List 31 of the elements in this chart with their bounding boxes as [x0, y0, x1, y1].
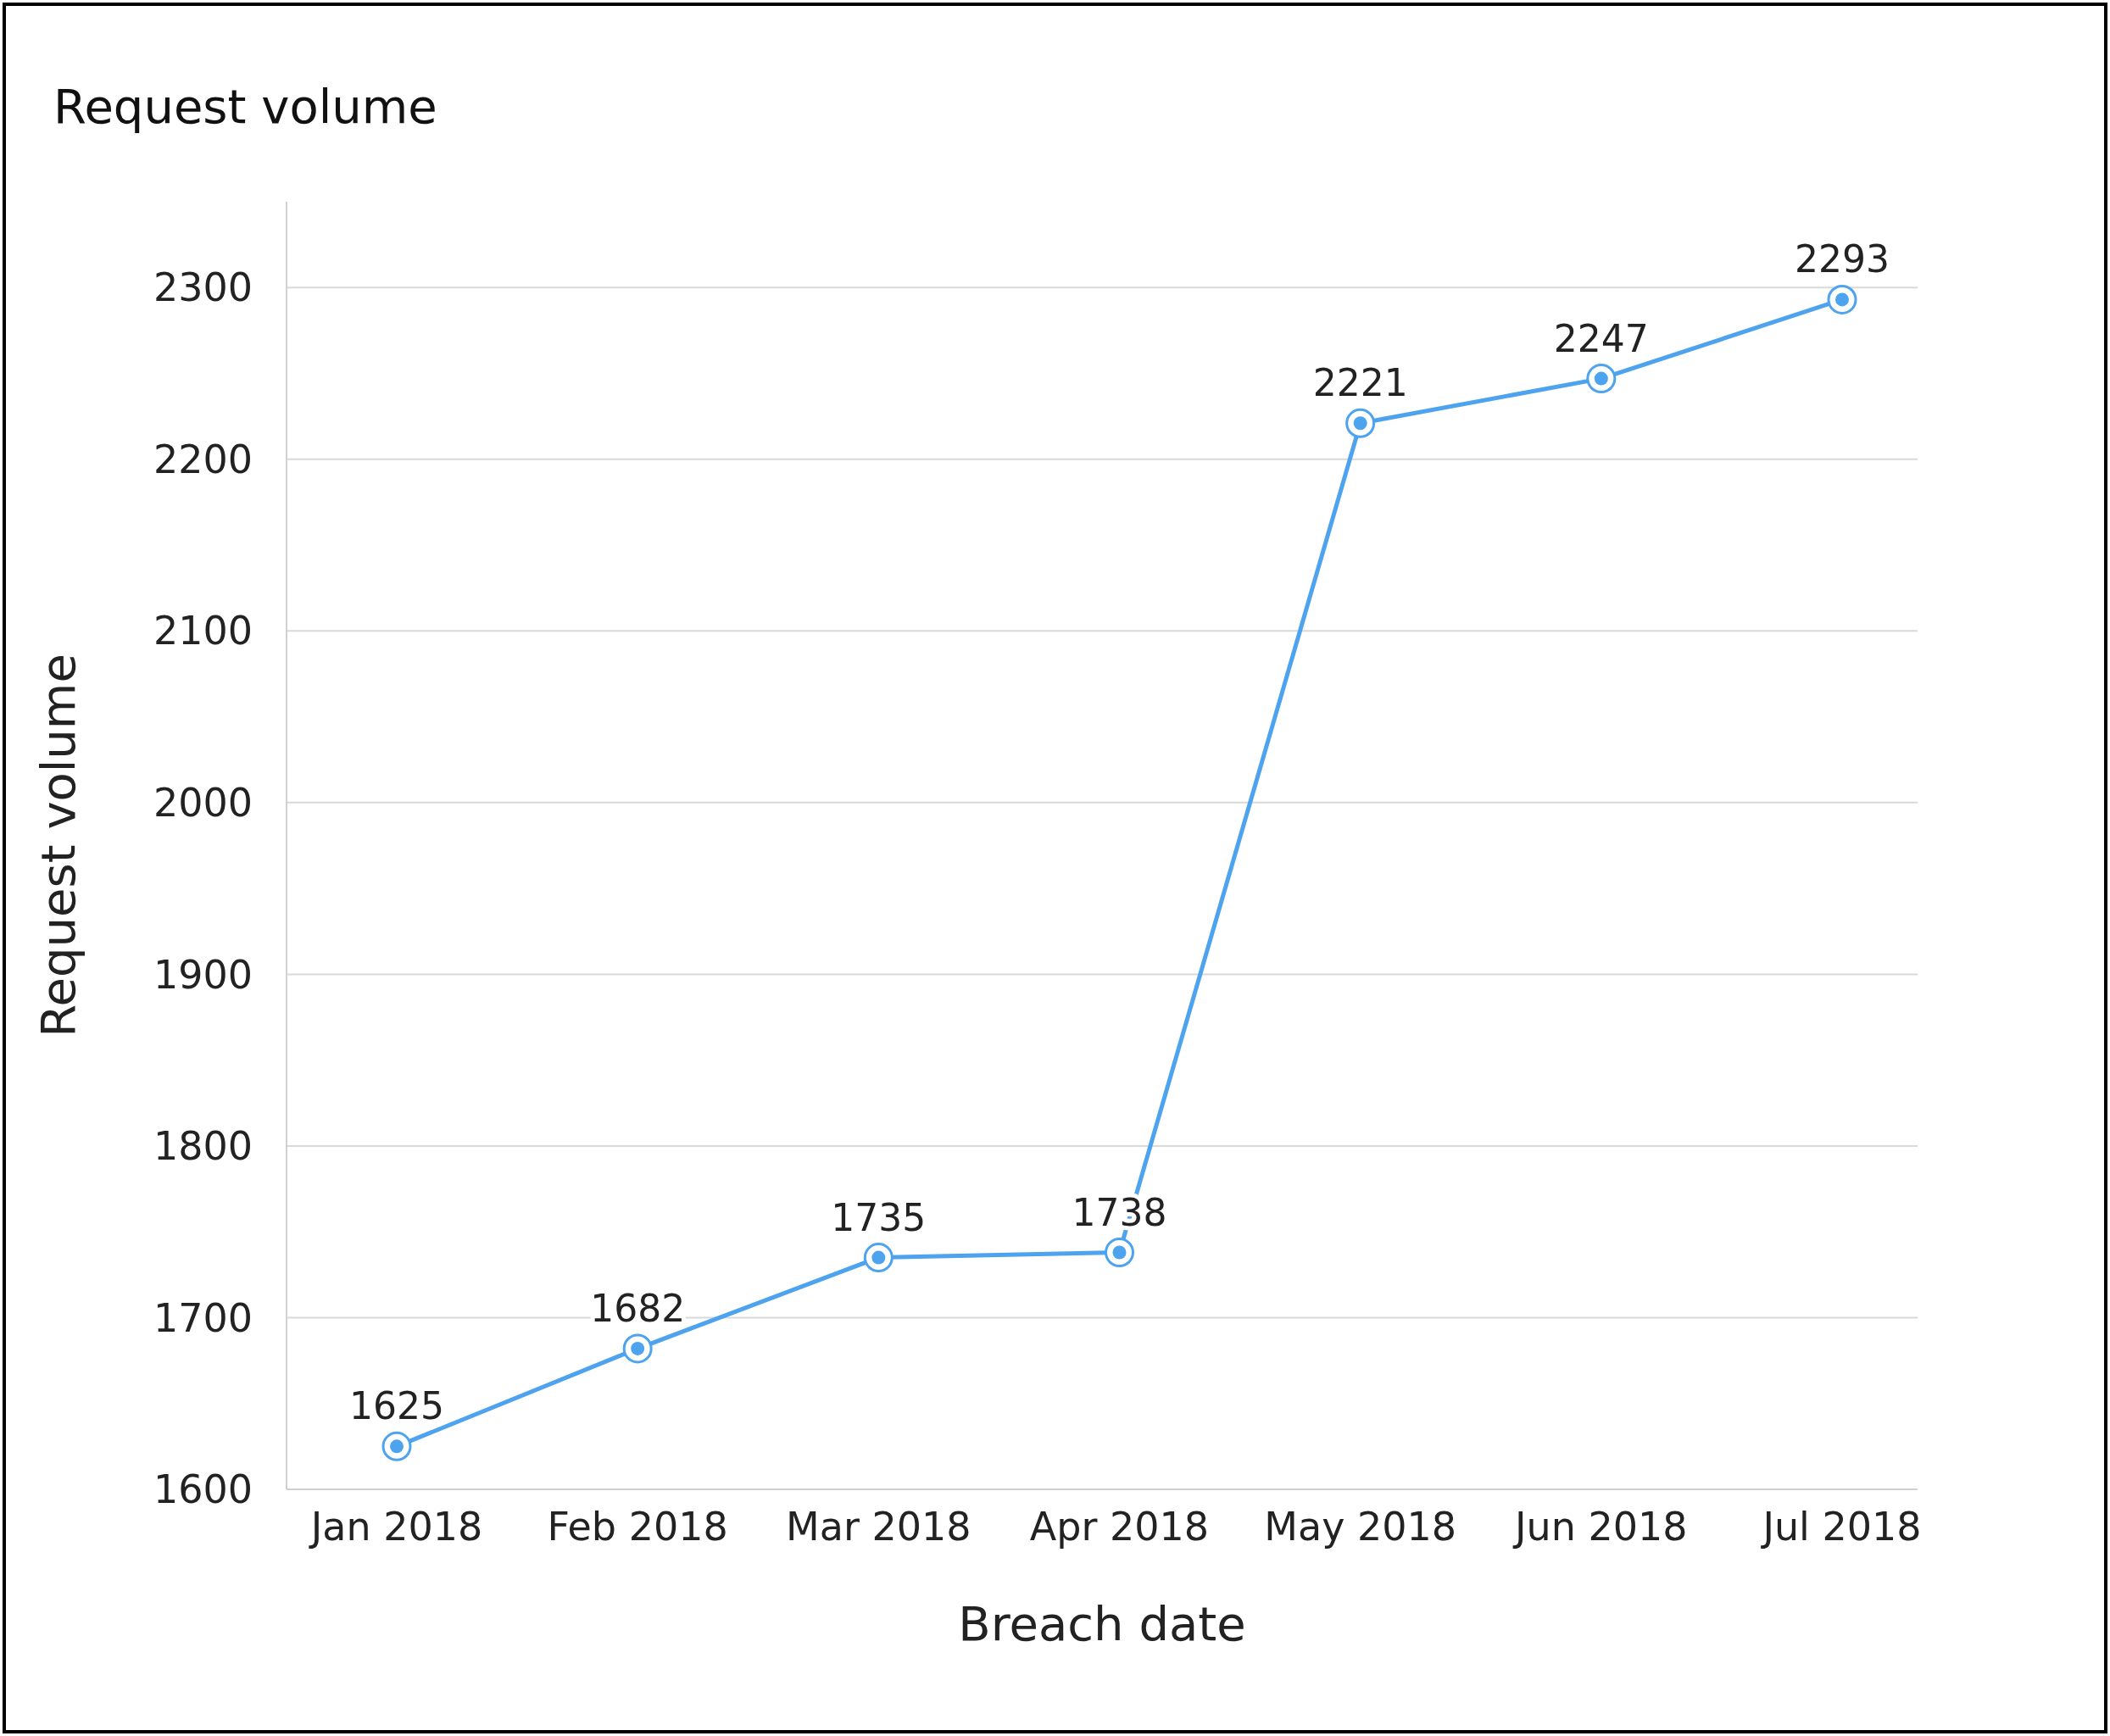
- point: [1105, 1238, 1134, 1267]
- data-label: 2221: [1312, 361, 1408, 405]
- data-label: 2247: [1553, 316, 1649, 360]
- y-tick-label: 1800: [153, 1123, 253, 1170]
- y-tick-label: 1700: [153, 1294, 253, 1341]
- x-tick-label: Feb 2018: [547, 1504, 728, 1550]
- y-tick-label: 2200: [153, 436, 253, 482]
- data-label: 1625: [349, 1384, 444, 1428]
- x-tick-label: Jun 2018: [1512, 1504, 1688, 1550]
- y-tick-label: 2000: [153, 779, 253, 826]
- y-tick-label: 1900: [153, 951, 253, 998]
- x-tick-label: Apr 2018: [1029, 1504, 1210, 1550]
- y-tick-label: 2300: [153, 264, 253, 311]
- x-axis-title: Breach date: [958, 1596, 1246, 1651]
- y-tick-label: 1600: [153, 1466, 253, 1513]
- y-axis-title: Request volume: [31, 654, 86, 1038]
- chart-title: Request volume: [53, 79, 437, 134]
- point: [1586, 364, 1617, 394]
- point: [1827, 284, 1857, 314]
- x-tick-label: Jul 2018: [1760, 1504, 1922, 1550]
- x-tick-label: Jan 2018: [308, 1504, 483, 1550]
- data-label: 1682: [590, 1286, 686, 1330]
- point: [622, 1333, 653, 1364]
- x-tick-label: Mar 2018: [786, 1504, 971, 1550]
- point: [381, 1431, 412, 1461]
- data-label: 2293: [1795, 237, 1890, 281]
- point: [1345, 408, 1376, 438]
- point: [863, 1243, 894, 1273]
- y-tick-label: 2100: [153, 608, 253, 654]
- x-tick-label: May 2018: [1264, 1504, 1457, 1550]
- data-label: 1735: [831, 1195, 927, 1239]
